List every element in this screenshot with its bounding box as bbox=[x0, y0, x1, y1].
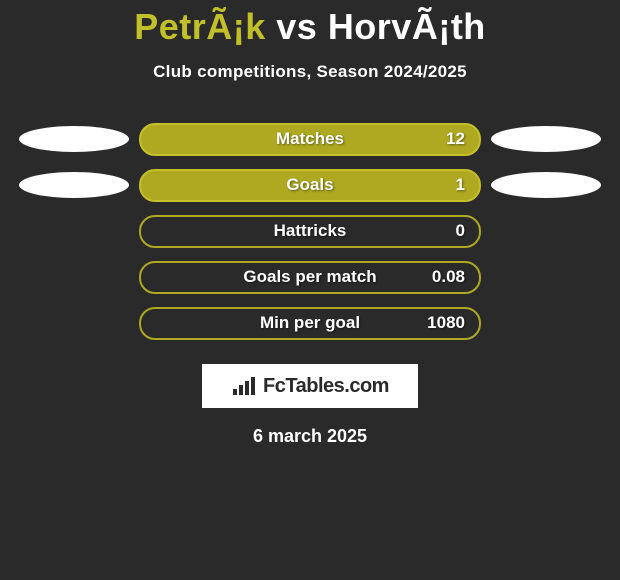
stat-value: 1 bbox=[456, 175, 465, 195]
stat-row: Goals per match 0.08 bbox=[0, 254, 620, 300]
subtitle: Club competitions, Season 2024/2025 bbox=[0, 62, 620, 82]
right-oval bbox=[491, 264, 581, 290]
stat-bar-hattricks: Hattricks 0 bbox=[139, 215, 481, 248]
stat-row: Min per goal 1080 bbox=[0, 300, 620, 346]
left-oval bbox=[39, 264, 129, 290]
stat-row: Hattricks 0 bbox=[0, 208, 620, 254]
logo-text: FcTables.com bbox=[263, 375, 389, 398]
stat-row: Goals 1 bbox=[0, 162, 620, 208]
stat-value: 12 bbox=[446, 129, 465, 149]
stat-bar-min-per-goal: Min per goal 1080 bbox=[139, 307, 481, 340]
right-oval bbox=[491, 126, 601, 152]
stat-bar-goals-per-match: Goals per match 0.08 bbox=[139, 261, 481, 294]
left-oval bbox=[19, 126, 129, 152]
stat-value: 0 bbox=[456, 221, 465, 241]
page-title: PetrÃ¡k vs HorvÃ¡th bbox=[0, 6, 620, 48]
left-oval bbox=[39, 310, 129, 336]
stat-value: 0.08 bbox=[432, 267, 465, 287]
stat-label: Matches bbox=[276, 129, 344, 149]
right-oval bbox=[491, 172, 601, 198]
fctables-link[interactable]: FcTables.com bbox=[202, 364, 418, 408]
chart-bars-icon bbox=[231, 375, 257, 397]
stat-label: Goals bbox=[286, 175, 333, 195]
player2-name: HorvÃ¡th bbox=[328, 6, 486, 47]
stats-card: PetrÃ¡k vs HorvÃ¡th Club competitions, S… bbox=[0, 0, 620, 447]
left-oval bbox=[19, 172, 129, 198]
right-oval bbox=[491, 310, 581, 336]
stat-row: Matches 12 bbox=[0, 116, 620, 162]
stat-label: Hattricks bbox=[274, 221, 347, 241]
stat-bar-matches: Matches 12 bbox=[139, 123, 481, 156]
right-oval bbox=[491, 218, 581, 244]
stat-bar-goals: Goals 1 bbox=[139, 169, 481, 202]
stats-rows: Matches 12 Goals 1 Hattricks 0 Goal bbox=[0, 116, 620, 346]
stat-label: Goals per match bbox=[243, 267, 376, 287]
player1-name: PetrÃ¡k bbox=[134, 6, 266, 47]
left-oval bbox=[39, 218, 129, 244]
vs-separator: vs bbox=[276, 6, 317, 47]
stat-value: 1080 bbox=[427, 313, 465, 333]
stat-label: Min per goal bbox=[260, 313, 360, 333]
date-label: 6 march 2025 bbox=[0, 426, 620, 447]
